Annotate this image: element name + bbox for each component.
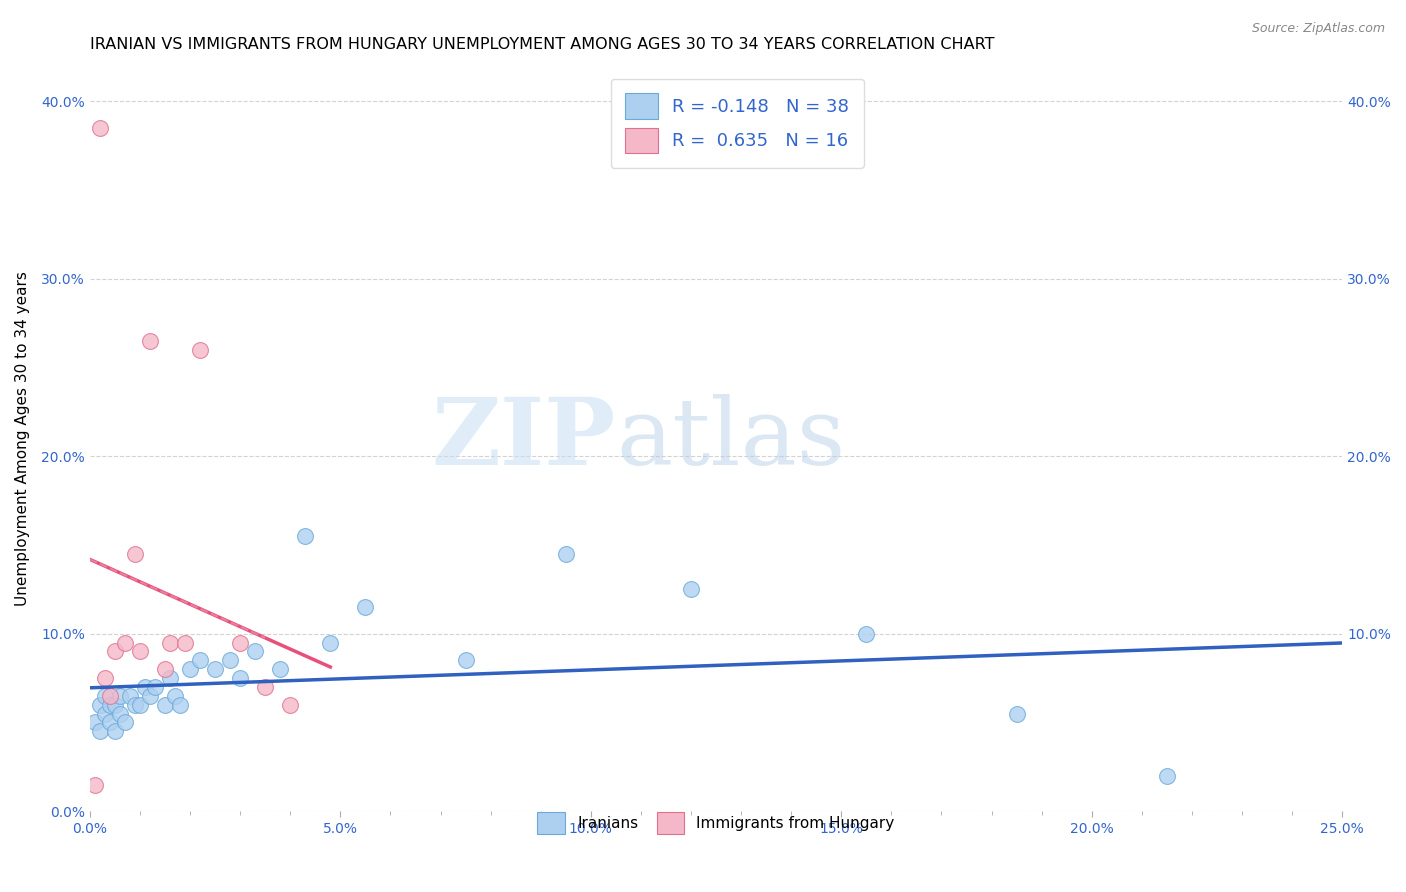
Point — [89, 698, 111, 712]
Point — [89, 724, 111, 739]
Point — [159, 635, 181, 649]
Point — [89, 121, 111, 136]
Text: Source: ZipAtlas.com: Source: ZipAtlas.com — [1251, 22, 1385, 36]
Point — [1156, 769, 1178, 783]
Point — [229, 635, 252, 649]
Point — [254, 680, 277, 694]
Legend: Iranians, Immigrants from Hungary: Iranians, Immigrants from Hungary — [527, 802, 905, 845]
Point — [163, 689, 186, 703]
Point — [554, 547, 576, 561]
Point — [294, 529, 316, 543]
Point — [153, 698, 176, 712]
Point — [319, 635, 342, 649]
Point — [124, 698, 146, 712]
Point — [179, 662, 201, 676]
Point — [219, 653, 242, 667]
Point — [98, 698, 121, 712]
Text: IRANIAN VS IMMIGRANTS FROM HUNGARY UNEMPLOYMENT AMONG AGES 30 TO 34 YEARS CORREL: IRANIAN VS IMMIGRANTS FROM HUNGARY UNEMP… — [90, 37, 994, 53]
Point — [98, 689, 121, 703]
Point — [159, 671, 181, 685]
Point — [94, 671, 117, 685]
Point — [204, 662, 226, 676]
Text: ZIP: ZIP — [432, 393, 616, 483]
Point — [174, 635, 197, 649]
Point — [114, 635, 136, 649]
Point — [169, 698, 191, 712]
Point — [188, 343, 211, 357]
Point — [94, 689, 117, 703]
Point — [98, 715, 121, 730]
Point — [118, 689, 141, 703]
Text: atlas: atlas — [616, 393, 845, 483]
Point — [354, 600, 377, 615]
Point — [855, 626, 877, 640]
Point — [679, 582, 702, 597]
Point — [104, 644, 127, 658]
Point — [139, 334, 162, 348]
Point — [83, 778, 105, 792]
Point — [143, 680, 166, 694]
Point — [188, 653, 211, 667]
Point — [243, 644, 266, 658]
Point — [114, 715, 136, 730]
Point — [229, 671, 252, 685]
Point — [104, 698, 127, 712]
Point — [278, 698, 301, 712]
Point — [124, 547, 146, 561]
Y-axis label: Unemployment Among Ages 30 to 34 years: Unemployment Among Ages 30 to 34 years — [15, 271, 30, 606]
Point — [104, 724, 127, 739]
Point — [1005, 706, 1028, 721]
Point — [153, 662, 176, 676]
Point — [108, 689, 131, 703]
Point — [454, 653, 477, 667]
Point — [129, 644, 152, 658]
Point — [139, 689, 162, 703]
Point — [94, 706, 117, 721]
Point — [134, 680, 156, 694]
Point — [108, 706, 131, 721]
Point — [269, 662, 291, 676]
Point — [83, 715, 105, 730]
Point — [129, 698, 152, 712]
